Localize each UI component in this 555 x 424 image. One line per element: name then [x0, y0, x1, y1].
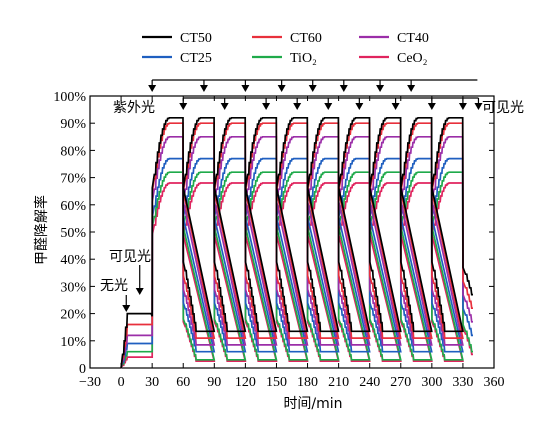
x-tick-label: 360: [484, 375, 505, 390]
y-tick-label: 70%: [60, 172, 86, 187]
y-axis-title: 甲醛降解率: [33, 195, 50, 265]
uv-arrow-head: [148, 85, 157, 92]
legend-label: CT50: [180, 31, 212, 46]
y-tick-label: 100%: [53, 90, 86, 105]
uv-arrow-head: [339, 85, 348, 92]
visible-arrow-head: [179, 103, 188, 110]
visible-arrow-head: [458, 103, 467, 110]
light-switch-arrows: [122, 79, 483, 312]
x-tick-label: 240: [359, 375, 380, 390]
legend-label: CT60: [290, 31, 322, 46]
legend: CT50 CT60 CT40 CT25 TiO₂ CeO₂: [142, 31, 429, 66]
y-axis-ticks: 0 10% 20% 30% 40% 50% 60% 70% 80% 90% 100%: [53, 90, 494, 377]
x-tick-label: 120: [235, 375, 256, 390]
series-line-ct25: [120, 157, 473, 369]
legend-label: CT40: [397, 31, 429, 46]
uv-arrow-head: [407, 85, 416, 92]
x-tick-label: 210: [328, 375, 349, 390]
legend-label: CT25: [180, 51, 212, 66]
x-tick-label: 0: [118, 375, 125, 390]
x-axis-title: 时间/min: [283, 396, 342, 412]
visible-arrow-head: [220, 103, 229, 110]
visible-arrow-head: [293, 103, 302, 110]
uv-arrow-head: [376, 85, 385, 92]
x-tick-label: 270: [390, 375, 411, 390]
x-tick-label: 330: [452, 375, 473, 390]
dark-arrow-head: [122, 305, 131, 312]
visible-arrow-head: [391, 103, 400, 110]
y-tick-label: 30%: [60, 280, 86, 295]
x-tick-label: 60: [176, 375, 190, 390]
visible-arrow-head: [355, 103, 364, 110]
legend-label: TiO₂: [290, 51, 317, 66]
uv-light-label: 紫外光: [113, 100, 155, 116]
visible-arrow-head: [427, 103, 436, 110]
visible-arrow-head: [324, 103, 333, 110]
dark-label: 无光: [100, 278, 128, 294]
visible-light-label-left: 可见光: [109, 249, 151, 265]
y-tick-label: 90%: [60, 117, 86, 132]
y-tick-label: 0: [79, 362, 86, 377]
y-tick-label: 80%: [60, 144, 86, 159]
x-tick-label: 300: [421, 375, 442, 390]
x-axis-ticks: −30 0 30 60 90 120 150 180 210 240 270 300 330 360: [79, 96, 505, 390]
y-tick-label: 40%: [60, 253, 86, 268]
series-line-ct50: [120, 116, 473, 369]
x-tick-label: 90: [207, 375, 221, 390]
y-tick-label: 50%: [60, 226, 86, 241]
x-tick-label: −30: [79, 375, 101, 390]
x-tick-label: 150: [266, 375, 287, 390]
uv-arrow-head: [277, 85, 286, 92]
visible-arrow-head: [262, 103, 271, 110]
uv-arrow-head: [199, 85, 208, 92]
y-tick-label: 20%: [60, 308, 86, 323]
visible-light-label-top: 可见光: [482, 100, 524, 116]
visible-left-arrow-head: [135, 288, 144, 295]
uv-arrow-head: [241, 85, 250, 92]
visible-arrow-end-head: [474, 103, 483, 110]
x-tick-label: 30: [145, 375, 159, 390]
x-tick-label: 180: [297, 375, 318, 390]
legend-label: CeO₂: [397, 51, 428, 66]
y-tick-label: 60%: [60, 199, 86, 214]
uv-arrow-head: [308, 85, 317, 92]
plot-area: [89, 95, 495, 369]
y-tick-label: 10%: [60, 335, 86, 350]
